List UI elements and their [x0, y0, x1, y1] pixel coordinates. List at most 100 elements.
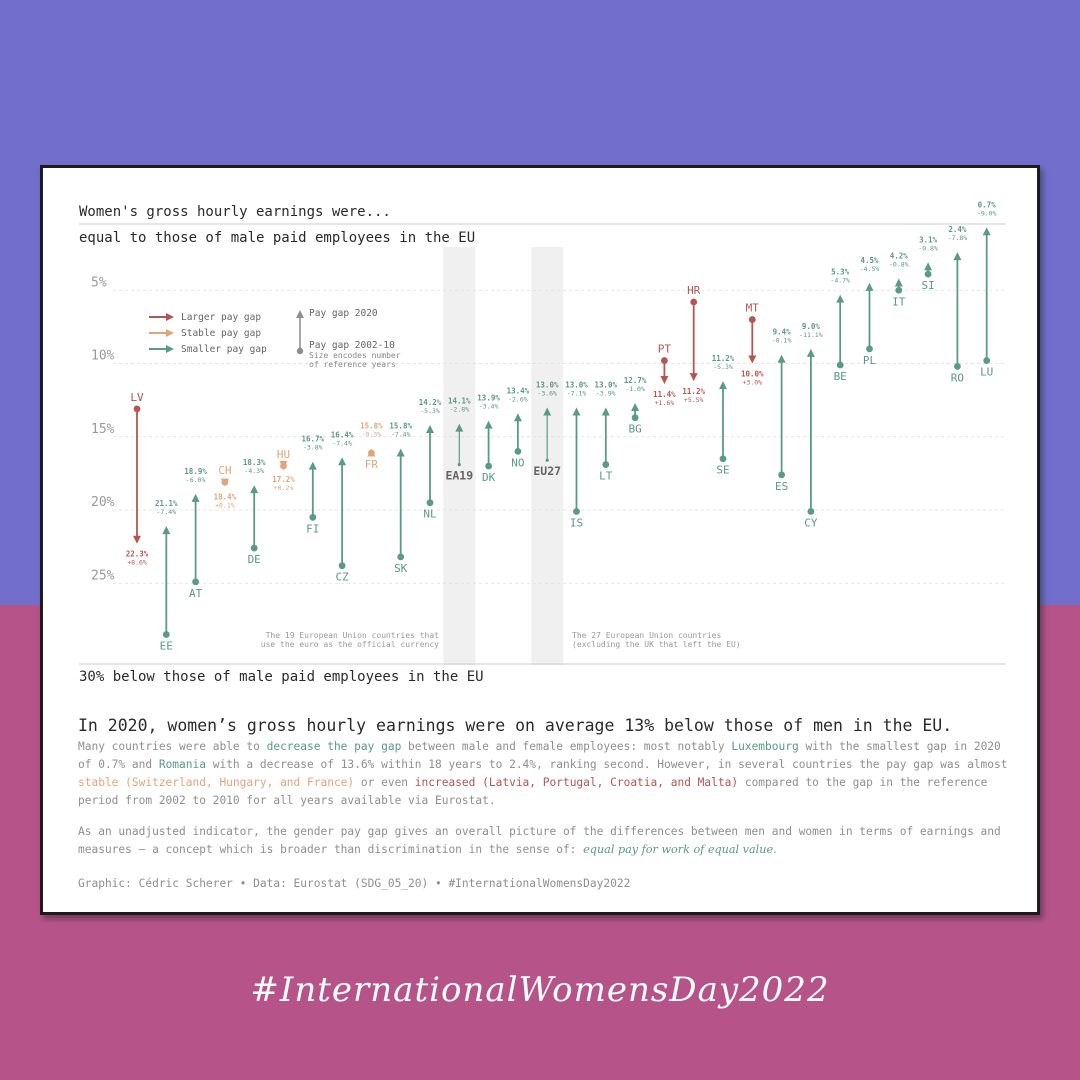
ref-dot-BE	[836, 361, 844, 369]
ref-dot-CH	[221, 478, 229, 486]
arrow-head-IS	[572, 407, 581, 416]
change-label-DK: -3.4%	[479, 403, 499, 411]
value-label-EU27: 13.0%	[536, 380, 559, 389]
ea19-annotation-1: The 19 European Union countries that	[266, 631, 440, 640]
change-label-FR: -0.3%	[362, 430, 382, 438]
change-label-SI: -0.8%	[918, 244, 938, 252]
arrow-head-LV	[133, 535, 141, 544]
value-label-PT: 11.4%	[653, 390, 676, 399]
ref-dot-FI	[309, 513, 317, 521]
p1-part: with a decrease of 13.6% within 18 years…	[205, 758, 1008, 771]
change-label-AT: -6.0%	[186, 476, 206, 484]
value-label-NO: 13.4%	[507, 386, 530, 395]
ref-dot-NL	[426, 499, 434, 507]
arrow-head-RO	[953, 252, 962, 261]
change-label-SE: -5.3%	[713, 363, 733, 371]
value-label-FR: 15.8%	[360, 421, 383, 430]
p1-highlight-romania: Romania	[158, 758, 206, 771]
country-code-DK: DK	[482, 471, 496, 484]
value-label-CZ: 16.4%	[331, 430, 354, 439]
country-code-BE: BE	[834, 370, 847, 383]
value-label-SI: 3.1%	[919, 235, 938, 244]
ref-dot-IT	[895, 286, 903, 294]
country-code-ES: ES	[775, 480, 788, 493]
ref-dot-RO	[954, 363, 961, 370]
p1-highlight-decrease: decrease the pay gap	[266, 740, 402, 753]
change-label-BG: -1.0%	[625, 385, 645, 393]
legend-neutral-dot	[296, 347, 304, 355]
arrow-head-EU27	[543, 407, 552, 416]
description-paragraph-1: Many countries were able to decrease the…	[78, 738, 1008, 810]
change-label-BE: -4.7%	[830, 277, 850, 285]
arrow-head-PT	[660, 376, 669, 385]
country-code-SE: SE	[716, 464, 729, 477]
chart-title: Women's gross hourly earnings were...	[79, 204, 391, 220]
ref-dot-CZ	[338, 562, 346, 570]
ref-dot-ES	[778, 471, 785, 479]
value-label-HU: 17.2%	[272, 475, 295, 484]
ref-dot-FR	[368, 449, 375, 457]
value-label-CY: 9.0%	[802, 322, 821, 331]
ref-dot-LV	[133, 405, 141, 413]
arrow-head-NL	[426, 425, 434, 434]
ref-dot-HR	[690, 298, 698, 306]
p1-part: or even	[354, 776, 415, 789]
ref-dot-BG	[631, 414, 639, 422]
ref-dot-AT	[192, 578, 200, 586]
value-label-IT: 4.2%	[890, 252, 909, 261]
ref-dot-NO	[514, 448, 522, 455]
arrow-head-LU	[982, 227, 991, 236]
change-label-IS: -7.1%	[567, 389, 587, 397]
value-label-CH: 18.4%	[214, 493, 237, 502]
p1-highlight-increased: increased (Latvia, Portugal, Croatia, an…	[414, 776, 739, 789]
country-code-FR: FR	[365, 458, 379, 471]
change-label-LV: +8.6%	[127, 559, 147, 567]
country-code-HR: HR	[687, 284, 701, 297]
infographic-card: 5% 10% 15% 20% 25% Women's gross hourly earni…	[40, 165, 1040, 915]
value-label-DK: 13.9%	[477, 394, 500, 403]
description-paragraph-2: As an unadjusted indicator, the gender p…	[78, 823, 1008, 859]
country-code-CZ: CZ	[335, 571, 349, 584]
change-label-HR: +5.5%	[684, 396, 704, 404]
arrow-head-EE	[162, 526, 171, 535]
country-code-FI: FI	[306, 522, 319, 535]
country-code-HU: HU	[277, 448, 290, 461]
ref-dot-EA19	[457, 462, 461, 467]
change-label-HU: +0.2%	[274, 484, 294, 492]
change-label-EA19: -2.8%	[450, 406, 470, 414]
change-label-EE: -7.4%	[157, 508, 177, 516]
change-label-PL: -4.5%	[860, 265, 880, 273]
ref-dot-EE	[162, 631, 170, 638]
arrow-head-DK	[484, 420, 493, 429]
value-label-HR: 11.2%	[682, 387, 705, 396]
value-label-AT: 18.9%	[184, 467, 207, 476]
value-label-IS: 13.0%	[565, 380, 588, 389]
value-label-FI: 16.7%	[302, 435, 325, 444]
arrow-head-PL	[865, 282, 874, 291]
country-code-IT: IT	[892, 295, 906, 308]
arrow-head-AT	[191, 493, 200, 502]
arrow-head-SI	[924, 262, 933, 271]
country-code-PT: PT	[658, 343, 672, 356]
ref-dot-DK	[485, 462, 492, 470]
value-label-NL: 14.2%	[419, 398, 442, 407]
change-label-NL: -5.3%	[420, 407, 440, 415]
change-label-CY: -11.1%	[799, 331, 823, 339]
ref-dot-LU	[983, 357, 991, 364]
change-label-ES: -8.1%	[772, 337, 792, 345]
value-label-SK: 15.8%	[389, 421, 412, 430]
change-label-IT: -0.8%	[889, 261, 909, 269]
country-code-LT: LT	[599, 470, 613, 483]
p1-part: with the smallest gap in 2020 of 0.7% an…	[78, 740, 1001, 771]
y-tick-label: 5%	[91, 275, 107, 290]
legend-stable-head	[166, 329, 174, 337]
ref-dot-SE	[719, 455, 727, 463]
value-label-LU: 0.7%	[978, 200, 997, 209]
country-code-RO: RO	[951, 371, 964, 384]
country-code-BG: BG	[628, 423, 641, 436]
country-code-LU: LU	[980, 366, 993, 379]
legend-larger-head	[166, 313, 174, 321]
source-caption: Graphic: Cédric Scherer • Data: Eurostat…	[78, 877, 631, 890]
p1-highlight-luxembourg: Luxembourg	[731, 740, 799, 753]
legend-larger-label: Larger pay gap	[181, 312, 261, 323]
